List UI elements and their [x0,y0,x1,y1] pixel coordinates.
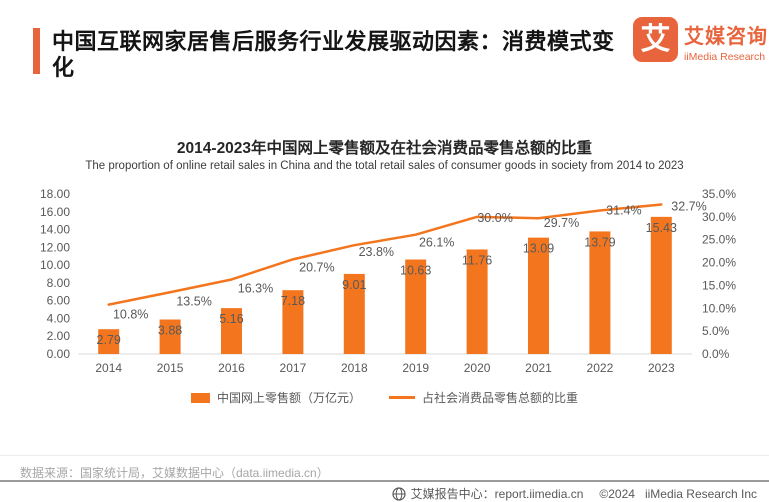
y-axis-right-tick: 5.0% [702,324,730,338]
y-axis-left-tick: 2.00 [47,329,71,343]
x-axis-label: 2016 [218,361,245,375]
bar-value-label: 9.01 [342,278,366,292]
percent-label: 20.7% [299,260,334,274]
footer-faint-rule [0,455,769,456]
percent-label: 13.5% [176,294,211,308]
x-axis-label: 2015 [157,361,184,375]
x-axis-label: 2020 [464,361,491,375]
chart-subtitle: The proportion of online retail sales in… [85,160,684,172]
bar-value-label: 10.63 [400,264,431,278]
footer-divider [0,480,769,482]
bar-2023 [650,216,672,354]
percent-label: 10.8% [113,308,148,322]
x-axis-label: 2021 [525,361,552,375]
bar-value-label: 3.88 [158,324,182,338]
logo-name-en: iiMedia Research [684,51,766,63]
y-axis-left-tick: 10.00 [40,258,70,272]
y-axis-right-tick: 25.0% [702,233,736,247]
chart-title: 2014-2023年中国网上零售额及在社会消费品零售总额的比重 [176,140,593,157]
bar-value-label: 15.43 [646,221,677,235]
x-axis-label: 2018 [341,361,368,375]
bar-2020 [466,249,488,354]
x-axis-label: 2022 [587,361,614,375]
bar-value-label: 13.79 [584,235,615,249]
percent-label: 16.3% [238,281,273,295]
percent-label: 29.7% [544,216,579,230]
iimedia-logo: 艾 艾媒咨询 iiMedia Research [633,17,768,63]
y-axis-left-tick: 14.00 [40,223,70,237]
bar-value-label: 2.79 [97,333,121,347]
data-source-note: 数据来源：国家统计局，艾媒数据中心（data.iimedia.cn） [20,466,329,480]
company-name: iiMedia Research Inc [644,486,757,501]
y-axis-left-tick: 18.00 [40,187,70,201]
y-axis-right-tick: 0.0% [702,347,730,361]
x-axis-label: 2014 [95,361,122,375]
trend-line [107,203,663,306]
legend-line-swatch [389,396,415,399]
y-axis-left-tick: 4.00 [47,311,71,325]
y-axis-left-tick: 12.00 [40,240,70,254]
report-center-text: 艾媒报告中心：report.iimedia.cn [410,487,584,501]
percent-label: 30.0% [477,211,512,225]
percent-label: 26.1% [419,236,454,250]
iimedia-logo-icon: 艾 [633,17,678,62]
y-axis-right-tick: 10.0% [702,301,736,315]
bar-value-label: 13.09 [523,242,554,256]
footer-bar: 艾媒报告中心：report.iimedia.cn ©2024 iiMedia R… [392,485,757,502]
y-axis-right-tick: 20.0% [702,256,736,270]
y-axis-left-tick: 16.00 [40,205,70,219]
legend-line-label: 占社会消费品零售总额的比重 [422,391,579,405]
bar-2019 [405,259,427,354]
bar-2021 [528,237,549,354]
x-axis-label: 2019 [402,361,429,375]
legend-bar-swatch [190,392,210,403]
title-accent-bar [33,28,40,74]
logo-name-cn: 艾媒咨询 [684,26,768,48]
copyright-text: ©2024 [599,486,635,501]
bar-2022 [589,231,611,354]
y-axis-right-tick: 35.0% [702,187,736,201]
percent-label: 23.8% [359,245,394,259]
legend-bar-label: 中国网上零售额（万亿元） [216,391,361,405]
x-axis-label: 2017 [280,361,307,375]
bar-value-label: 11.76 [462,253,492,267]
logo-text: 艾媒咨询 iiMedia Research [684,17,768,63]
bar-2015 [159,319,181,354]
bar-value-label: 5.16 [219,312,243,326]
y-axis-right-tick: 30.0% [702,210,736,224]
bar-2016 [221,308,242,354]
globe-icon [392,486,406,501]
bar-2017 [282,290,304,354]
page-title: 中国互联网家居售后服务行业发展驱动因素：消费模式变化 [52,29,615,81]
percent-label: 31.4% [606,203,641,217]
y-axis-left-tick: 8.00 [47,276,71,290]
percent-label: 32.7% [671,200,706,214]
x-axis-label: 2023 [648,361,675,375]
chart-legend: 中国网上零售额（万亿元） 占社会消费品零售总额的比重 [0,389,769,406]
y-axis-right-tick: 15.0% [702,278,736,292]
y-axis-left-tick: 6.00 [47,294,71,308]
bar-value-label: 7.18 [281,294,305,308]
bar-line-combo-chart: 0.00 2.00 4.00 6.00 8.00 10.00 12.00 14.00 16.00… [40,187,736,375]
bar-2018 [343,273,365,354]
bar-2014 [98,329,120,354]
y-axis-left-tick: 0.00 [47,347,71,361]
